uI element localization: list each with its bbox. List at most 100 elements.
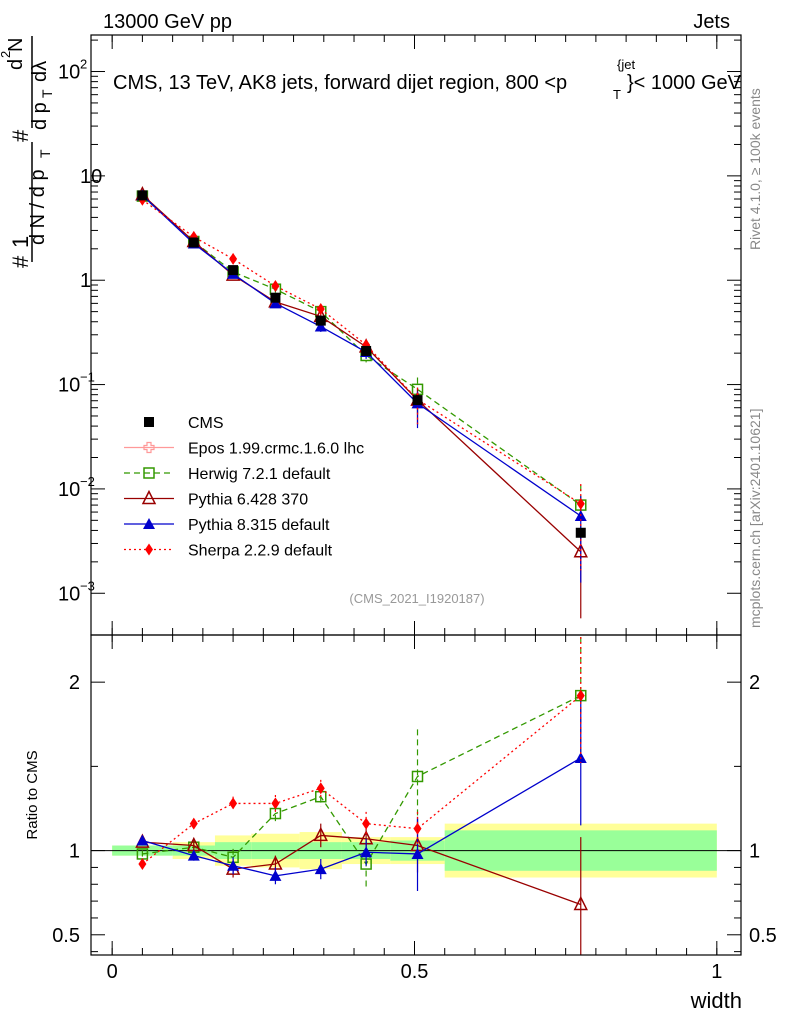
ratio-point-4 bbox=[576, 689, 585, 702]
ylabel-hash-2: # bbox=[8, 129, 33, 142]
ratio-point-4 bbox=[189, 817, 198, 830]
chart-title-sup: {jet bbox=[617, 57, 635, 72]
legend-label: CMS bbox=[188, 415, 224, 432]
ratio-point-3 bbox=[269, 869, 282, 881]
y-tick-label: 1 bbox=[80, 270, 91, 292]
ylabel-num-n: N bbox=[5, 38, 27, 52]
cms-data-point bbox=[412, 395, 423, 406]
y-tick-label: 10 bbox=[58, 62, 80, 84]
ratio-y-tick-label: 0.5 bbox=[52, 925, 80, 947]
y-tick-label: 10 bbox=[58, 375, 80, 397]
main-point-3 bbox=[314, 320, 327, 332]
legend-marker bbox=[143, 441, 155, 454]
chart-title-sub: T bbox=[613, 87, 621, 102]
ratio-point-2 bbox=[313, 826, 328, 842]
ratio-y-tick-label-right: 1 bbox=[749, 841, 760, 863]
ratio-y-tick-label-right: 2 bbox=[749, 672, 760, 694]
cms-data-point bbox=[270, 292, 281, 303]
rivet-label: Rivet 4.1.0, ≥ 100k events bbox=[747, 88, 763, 250]
cms-data-point bbox=[188, 237, 199, 248]
ratio-y-axis-label: Ratio to CMS bbox=[24, 750, 41, 839]
main-line-4 bbox=[142, 199, 582, 505]
cms-data-point bbox=[361, 345, 372, 356]
ylabel-dn-dpt: d N / d p bbox=[27, 169, 49, 245]
x-tick-label: 0.5 bbox=[401, 961, 429, 983]
ylabel-den2-tail: dλ bbox=[29, 61, 51, 82]
ylabel-num-sup: 2 bbox=[0, 51, 13, 58]
main-point-4 bbox=[229, 252, 238, 265]
analysis-id: (CMS_2021_I1920187) bbox=[349, 591, 484, 606]
cms-data-point bbox=[137, 190, 148, 201]
ylabel-den2: d p bbox=[29, 102, 51, 130]
marker-cross bbox=[143, 441, 155, 454]
ylabel-den2-sub: T bbox=[39, 89, 55, 98]
ylabel-one: 1 bbox=[8, 236, 33, 248]
ratio-line-3 bbox=[142, 757, 582, 877]
mcplots-label: mcplots.cern.ch [arXiv:2401.10621] bbox=[747, 409, 763, 628]
legend: CMS Epos 1.99.crmc.1.6.0 lhc Herwig 7.2.1 … bbox=[124, 415, 364, 560]
y-tick-exponent: −1 bbox=[80, 370, 95, 385]
ratio-point-3 bbox=[227, 859, 240, 871]
chart-title-tail: }< 1000 GeV bbox=[627, 72, 742, 94]
ratio-point-4 bbox=[229, 797, 238, 810]
cms-data-point bbox=[315, 315, 326, 326]
main-point-3 bbox=[269, 297, 282, 309]
ratio-y-tick-label-right: 0.5 bbox=[749, 925, 777, 947]
y-tick-exponent: −3 bbox=[80, 578, 95, 593]
legend-marker bbox=[141, 489, 157, 505]
ratio-line-4 bbox=[141, 695, 582, 865]
y-tick-exponent: −2 bbox=[80, 474, 95, 489]
legend-label: Pythia 8.315 default bbox=[188, 517, 330, 534]
main-point-4 bbox=[576, 497, 585, 510]
ratio-point-4 bbox=[271, 797, 280, 810]
ratio-point-2 bbox=[573, 895, 588, 911]
main-series-group bbox=[135, 186, 588, 619]
y-tick-label: 10 bbox=[80, 166, 102, 188]
ratio-y-tick-label: 2 bbox=[69, 672, 80, 694]
ratio-series-group bbox=[135, 637, 588, 955]
y-tick-label: 10 bbox=[58, 583, 80, 605]
y-tick-exponent: 2 bbox=[80, 57, 87, 72]
header-energy: 13000 GeV pp bbox=[103, 11, 232, 33]
ylabel-dn-dpt-sub: T bbox=[37, 149, 53, 158]
ratio-point-3 bbox=[314, 863, 327, 875]
x-tick-label: 1 bbox=[711, 961, 722, 983]
ratio-point-3 bbox=[411, 847, 424, 859]
ratio-point-3 bbox=[360, 846, 373, 858]
ylabel-hash-1: # bbox=[8, 255, 33, 268]
legend-label: Sherpa 2.2.9 default bbox=[188, 543, 333, 560]
legend-marker bbox=[145, 543, 153, 556]
ratio-point-4 bbox=[362, 817, 371, 830]
ratio-point-4 bbox=[413, 822, 422, 835]
ratio-point-4 bbox=[316, 782, 325, 795]
cms-data-point bbox=[575, 527, 586, 538]
x-axis-label: width bbox=[690, 988, 742, 1013]
ratio-point-4 bbox=[138, 858, 147, 871]
legend-label: Epos 1.99.crmc.1.6.0 lhc bbox=[188, 441, 364, 458]
chart-title: CMS, 13 TeV, AK8 jets, forward dijet reg… bbox=[113, 57, 742, 102]
ratio-point-3 bbox=[136, 834, 149, 846]
ratio-line-2 bbox=[142, 834, 581, 906]
main-point-4 bbox=[316, 302, 325, 315]
legend-label: Pythia 6.428 370 bbox=[188, 492, 308, 509]
x-tick-label: 0 bbox=[107, 961, 118, 983]
legend-label: Herwig 7.2.1 default bbox=[188, 466, 331, 483]
main-y-axis-label: # 1 d N / d p T # d 2 N d p T dλ bbox=[0, 36, 55, 268]
main-point-4 bbox=[271, 280, 280, 293]
y-tick-label: 10 bbox=[58, 479, 80, 501]
ratio-point-3 bbox=[187, 849, 200, 861]
ylabel-num-d: d bbox=[5, 59, 27, 70]
chart-title-main: CMS, 13 TeV, AK8 jets, forward dijet reg… bbox=[113, 72, 567, 94]
ratio-panel-frame bbox=[90, 634, 742, 956]
legend-marker bbox=[143, 518, 155, 529]
ratio-point-1 bbox=[136, 848, 149, 860]
cms-data-point bbox=[228, 265, 239, 276]
ratio-point-1 bbox=[411, 770, 424, 783]
header-jets: Jets bbox=[693, 11, 730, 33]
main-line-3 bbox=[141, 194, 582, 517]
ratio-y-tick-label: 1 bbox=[69, 841, 80, 863]
legend-marker bbox=[143, 467, 155, 479]
legend-marker bbox=[144, 417, 154, 427]
